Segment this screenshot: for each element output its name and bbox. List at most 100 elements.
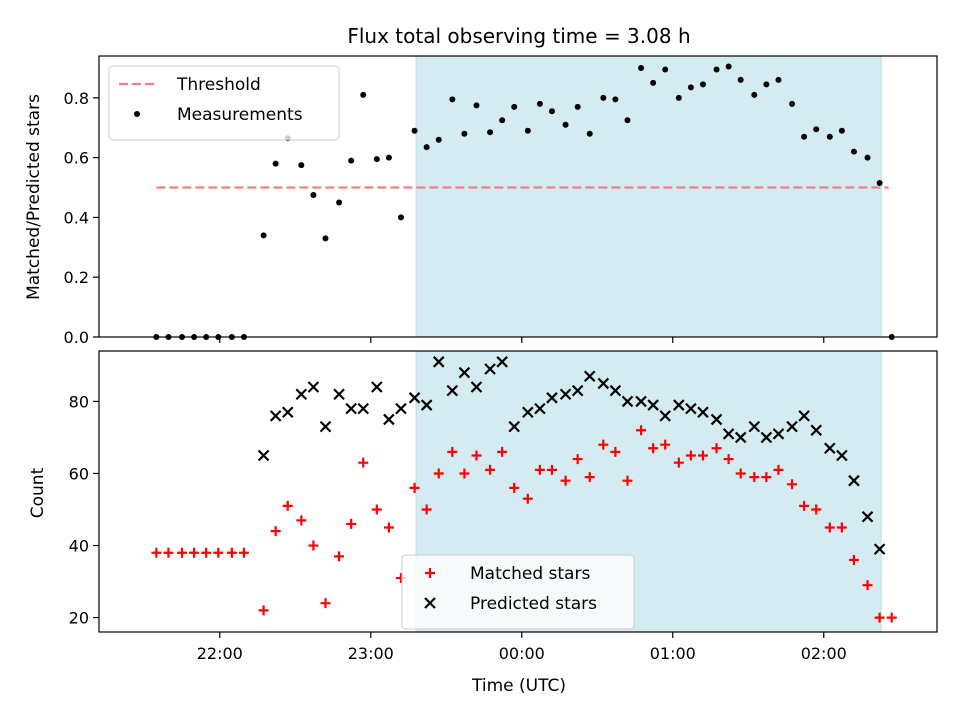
data-point	[357, 402, 370, 415]
data-point	[751, 91, 758, 98]
data-point	[572, 454, 583, 465]
data-point	[763, 81, 770, 88]
data-point	[470, 381, 483, 393]
data-point	[385, 154, 392, 161]
data-point	[826, 133, 833, 140]
data-point	[635, 395, 647, 408]
data-point	[282, 500, 293, 511]
data-point	[534, 464, 545, 475]
top-y-axis-label: Matched/Predicted stars	[24, 94, 44, 300]
data-point	[423, 144, 430, 151]
data-point	[636, 425, 647, 436]
y-tick-label: 0.6	[64, 149, 89, 168]
data-point	[748, 420, 761, 433]
data-point	[760, 431, 773, 444]
data-point	[597, 377, 610, 390]
data-point	[789, 100, 796, 107]
y-tick-label: 0.4	[64, 208, 89, 227]
data-point	[322, 235, 329, 242]
data-point	[801, 133, 808, 140]
data-point	[383, 413, 395, 426]
series-predicted-stars	[257, 356, 886, 555]
data-point	[201, 547, 212, 558]
data-point	[559, 388, 572, 401]
data-point	[772, 428, 785, 440]
data-point	[725, 63, 732, 70]
data-point	[862, 580, 873, 591]
data-point	[659, 410, 671, 422]
data-point	[260, 232, 267, 239]
data-point	[824, 442, 836, 455]
data-point	[761, 472, 772, 483]
data-point	[624, 117, 631, 124]
data-point	[497, 446, 508, 457]
data-point	[622, 475, 633, 486]
x-tick-label: 01:00	[650, 644, 696, 663]
data-point	[813, 126, 820, 133]
data-point	[189, 547, 200, 558]
data-point	[238, 547, 249, 558]
data-point	[662, 66, 669, 73]
data-point	[638, 64, 645, 71]
y-tick-label: 20	[69, 609, 89, 628]
data-point	[411, 127, 418, 134]
data-point	[711, 443, 722, 454]
data-point	[536, 100, 543, 107]
data-point	[371, 381, 383, 393]
data-point	[723, 454, 734, 465]
y-tick-label: 0.8	[64, 89, 89, 108]
legend-label: Predicted stars	[470, 594, 597, 614]
data-point	[459, 468, 470, 479]
data-point	[258, 605, 269, 616]
observing-span-shade	[415, 55, 882, 338]
data-point	[269, 410, 282, 422]
data-point	[612, 96, 619, 103]
data-point	[408, 392, 421, 404]
data-point	[295, 388, 308, 401]
data-point	[775, 76, 782, 83]
data-point	[685, 450, 696, 461]
data-point	[687, 84, 694, 91]
data-point	[848, 554, 859, 565]
data-point	[421, 504, 432, 515]
data-point	[697, 450, 708, 461]
data-point	[522, 493, 533, 504]
chart-title: Flux total observing time = 3.08 h	[347, 24, 690, 48]
data-point	[836, 522, 847, 533]
data-point	[699, 81, 706, 88]
data-point	[660, 439, 671, 450]
data-point	[213, 547, 224, 558]
data-point	[435, 136, 442, 143]
top-panel: 0.0 0.2 0.4 0.6 0.8 Threshold Measurements	[64, 55, 938, 347]
data-point	[548, 108, 555, 115]
data-point	[508, 420, 521, 433]
data-point	[485, 464, 496, 475]
data-point	[546, 464, 557, 475]
data-point	[449, 96, 456, 103]
data-point	[600, 94, 607, 101]
data-point	[336, 199, 343, 206]
data-point	[310, 192, 317, 199]
legend-box	[401, 554, 635, 630]
data-point	[446, 384, 459, 397]
data-point	[713, 66, 720, 73]
data-point	[522, 406, 534, 419]
data-point	[473, 102, 480, 109]
legend-marker	[425, 568, 435, 578]
data-point	[598, 439, 609, 450]
data-point	[471, 450, 482, 461]
data-point	[675, 94, 682, 101]
data-point	[281, 406, 294, 419]
data-point	[346, 518, 357, 529]
legend-marker	[424, 597, 436, 609]
data-point	[397, 214, 404, 221]
data-point	[734, 431, 747, 444]
data-point	[799, 500, 810, 511]
data-point	[648, 443, 659, 454]
data-point	[574, 103, 581, 110]
data-point	[848, 474, 860, 487]
bottom-legend: Matched stars Predicted stars	[401, 554, 635, 630]
data-point	[511, 103, 518, 110]
data-point	[487, 129, 494, 136]
data-point	[811, 504, 822, 515]
